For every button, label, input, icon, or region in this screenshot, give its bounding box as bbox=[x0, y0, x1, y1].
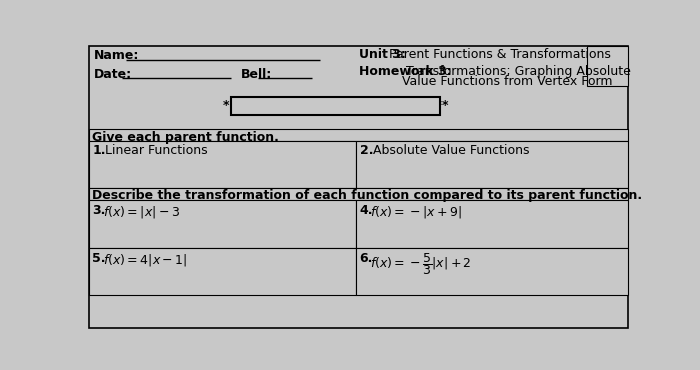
Text: Transformations; Graphing Absolute: Transformations; Graphing Absolute bbox=[402, 65, 631, 78]
Text: Homework 3:: Homework 3: bbox=[358, 65, 452, 78]
Text: $f(x)=-|x+9|$: $f(x)=-|x+9|$ bbox=[370, 204, 462, 220]
Text: 5.: 5. bbox=[92, 252, 106, 265]
Text: 6.: 6. bbox=[360, 252, 373, 265]
Bar bbox=[89, 200, 356, 248]
Bar bbox=[587, 46, 629, 86]
Text: $f(x)=-\dfrac{5}{3}|x|+2$: $f(x)=-\dfrac{5}{3}|x|+2$ bbox=[370, 252, 472, 278]
Text: Date:: Date: bbox=[94, 67, 132, 81]
Bar bbox=[356, 200, 629, 248]
Text: Linear Functions: Linear Functions bbox=[102, 145, 208, 158]
Bar bbox=[89, 248, 356, 295]
Text: Give each parent function.: Give each parent function. bbox=[92, 131, 279, 144]
Text: Name:: Name: bbox=[94, 49, 139, 62]
Text: 2.: 2. bbox=[360, 145, 373, 158]
Text: 3.: 3. bbox=[92, 204, 106, 217]
Bar bbox=[89, 129, 629, 141]
Text: Parent Functions & Transformations: Parent Functions & Transformations bbox=[385, 48, 611, 61]
Text: ** This is a 2-page document! **: ** This is a 2-page document! ** bbox=[223, 99, 448, 112]
Bar bbox=[231, 97, 440, 115]
Text: $f(x)=|x|-3$: $f(x)=|x|-3$ bbox=[103, 204, 180, 220]
Bar bbox=[356, 248, 629, 295]
Bar bbox=[89, 188, 629, 200]
Text: Absolute Value Functions: Absolute Value Functions bbox=[369, 145, 529, 158]
Text: Unit 3:: Unit 3: bbox=[358, 48, 405, 61]
Text: Value Functions from Vertex Form: Value Functions from Vertex Form bbox=[402, 75, 612, 88]
Text: Describe the transformation of each function compared to its parent function.: Describe the transformation of each func… bbox=[92, 189, 643, 202]
Text: $f(x)=4|x-1|$: $f(x)=4|x-1|$ bbox=[103, 252, 188, 268]
Text: 1.: 1. bbox=[92, 145, 106, 158]
Bar bbox=[89, 141, 356, 188]
Bar bbox=[356, 141, 629, 188]
Text: 4.: 4. bbox=[360, 204, 373, 217]
Text: Bell:: Bell: bbox=[241, 67, 272, 81]
